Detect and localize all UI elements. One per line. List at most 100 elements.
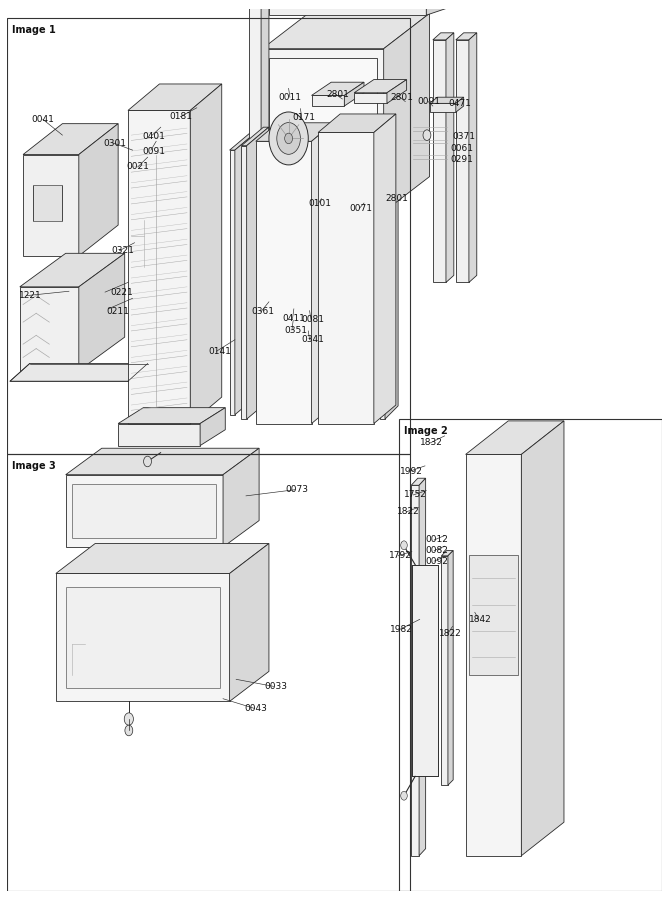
Text: Image 3: Image 3 — [12, 462, 56, 472]
Polygon shape — [433, 40, 446, 283]
Text: 0361: 0361 — [252, 307, 274, 316]
Text: 0041: 0041 — [31, 114, 54, 123]
Text: 0301: 0301 — [104, 139, 126, 148]
Polygon shape — [118, 408, 225, 424]
Polygon shape — [312, 95, 345, 106]
Polygon shape — [374, 114, 396, 424]
Text: 0171: 0171 — [292, 113, 315, 122]
Text: 0033: 0033 — [264, 682, 288, 691]
Text: 0061: 0061 — [450, 144, 474, 153]
Polygon shape — [466, 421, 564, 454]
Polygon shape — [318, 132, 374, 424]
Text: 0471: 0471 — [449, 99, 472, 108]
Text: 1992: 1992 — [400, 467, 423, 476]
Text: Image 1: Image 1 — [12, 25, 56, 35]
Polygon shape — [521, 421, 564, 856]
Text: 0341: 0341 — [302, 336, 324, 344]
Text: 0012: 0012 — [425, 536, 448, 544]
Polygon shape — [235, 131, 257, 415]
Text: 0073: 0073 — [285, 485, 308, 494]
Polygon shape — [456, 40, 469, 283]
Text: 0221: 0221 — [110, 288, 133, 297]
Text: 1752: 1752 — [404, 491, 427, 500]
Text: 0401: 0401 — [142, 131, 165, 140]
Text: 0351: 0351 — [285, 326, 308, 335]
Polygon shape — [411, 478, 425, 485]
Text: 2801: 2801 — [385, 194, 409, 203]
Polygon shape — [354, 93, 387, 104]
Polygon shape — [446, 32, 454, 283]
Polygon shape — [229, 131, 257, 150]
Polygon shape — [419, 478, 425, 856]
Text: 0092: 0092 — [425, 556, 448, 565]
Polygon shape — [429, 97, 464, 104]
Polygon shape — [23, 123, 118, 155]
Polygon shape — [72, 483, 217, 538]
Polygon shape — [256, 122, 334, 141]
Text: 2801: 2801 — [326, 90, 349, 99]
Polygon shape — [385, 141, 398, 419]
Text: 1842: 1842 — [469, 615, 492, 624]
Text: 1832: 1832 — [420, 438, 444, 447]
Polygon shape — [383, 14, 429, 211]
Polygon shape — [56, 573, 229, 701]
Polygon shape — [242, 146, 247, 419]
Text: 0082: 0082 — [425, 546, 448, 555]
Polygon shape — [345, 82, 364, 106]
Circle shape — [423, 130, 431, 140]
Polygon shape — [23, 155, 79, 256]
Text: 0371: 0371 — [452, 132, 476, 141]
Text: 1982: 1982 — [390, 626, 413, 634]
Polygon shape — [466, 454, 521, 856]
Polygon shape — [433, 32, 454, 40]
Text: 0411: 0411 — [283, 314, 306, 323]
Circle shape — [401, 791, 407, 800]
Polygon shape — [20, 287, 79, 371]
Polygon shape — [381, 155, 385, 419]
Circle shape — [285, 133, 292, 144]
Polygon shape — [242, 127, 269, 146]
Text: 0321: 0321 — [112, 247, 134, 256]
Polygon shape — [411, 485, 419, 856]
Text: 0211: 0211 — [106, 307, 129, 316]
Polygon shape — [66, 448, 259, 474]
Polygon shape — [269, 0, 426, 15]
Polygon shape — [223, 448, 259, 547]
Circle shape — [269, 112, 308, 165]
Polygon shape — [312, 122, 334, 424]
Polygon shape — [250, 0, 261, 212]
Polygon shape — [229, 150, 235, 415]
Polygon shape — [456, 97, 464, 112]
Polygon shape — [387, 79, 407, 104]
Circle shape — [144, 456, 151, 467]
Polygon shape — [20, 253, 124, 287]
Text: 0091: 0091 — [142, 148, 165, 157]
Text: 0141: 0141 — [208, 346, 231, 356]
Polygon shape — [200, 408, 225, 446]
Circle shape — [401, 541, 407, 550]
Polygon shape — [442, 556, 448, 785]
Polygon shape — [256, 141, 312, 424]
Text: 0043: 0043 — [245, 704, 268, 713]
Polygon shape — [190, 84, 221, 424]
Polygon shape — [79, 123, 118, 256]
Polygon shape — [429, 104, 456, 112]
Text: 2801: 2801 — [390, 93, 413, 102]
Polygon shape — [10, 364, 148, 382]
Polygon shape — [381, 141, 398, 155]
Polygon shape — [426, 0, 479, 15]
Circle shape — [277, 122, 300, 154]
Polygon shape — [118, 424, 200, 446]
Polygon shape — [66, 587, 219, 688]
Polygon shape — [269, 58, 377, 203]
Polygon shape — [354, 79, 407, 93]
Text: 1822: 1822 — [440, 629, 462, 638]
Polygon shape — [312, 82, 364, 95]
Polygon shape — [56, 544, 269, 573]
Polygon shape — [66, 474, 223, 547]
Polygon shape — [469, 554, 518, 675]
Text: 1792: 1792 — [389, 552, 412, 561]
Circle shape — [124, 713, 133, 725]
Text: 0071: 0071 — [350, 203, 373, 212]
Polygon shape — [247, 127, 269, 419]
